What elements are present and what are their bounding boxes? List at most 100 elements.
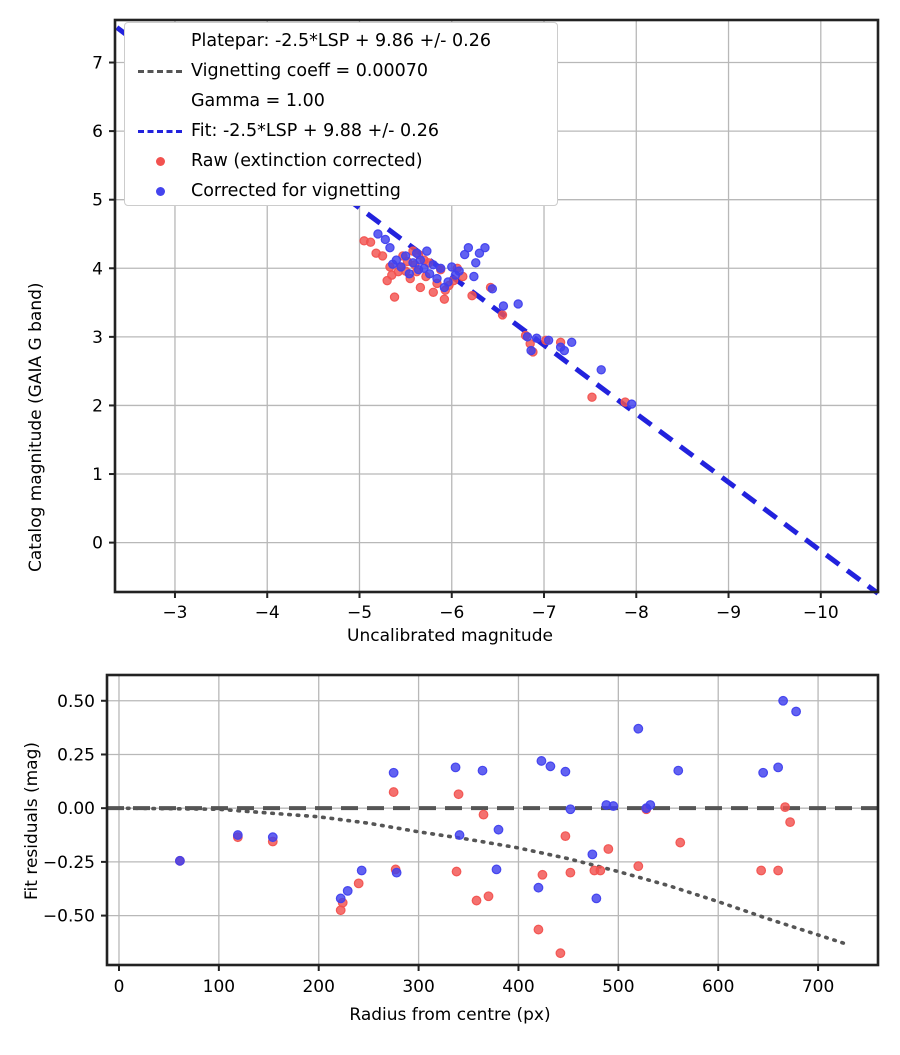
data-point [454,266,464,276]
legend-no-handle [138,100,182,103]
data-point [469,271,479,282]
data-point [555,948,566,959]
legend: Platepar: -2.5*LSP + 9.86 +/- 0.26 Vignet… [124,22,558,206]
data-point [432,273,442,284]
data-point [491,864,502,875]
data-point [633,723,644,734]
x-tick-label: −10 [803,603,839,623]
top-plot-frame [113,18,880,594]
data-point [537,869,548,880]
data-point [773,865,784,876]
data-point [478,809,489,820]
x-tick-label: 300 [402,977,434,997]
residual-series-corrected [175,695,802,904]
y-tick-label: 6 [92,122,103,142]
data-point [415,282,426,293]
bottom-plot-gridlines [107,675,878,965]
red-dot-marker-icon [155,156,165,166]
data-point [400,251,411,261]
y-tick-label: 1 [92,465,103,485]
data-point [356,865,367,876]
data-point [415,255,426,265]
data-point [773,762,784,773]
data-point [791,706,802,717]
data-point [565,867,576,878]
data-point [533,882,544,893]
data-point [443,277,453,287]
scatter-series-corrected [373,229,637,409]
y-tick-label: 5 [92,191,103,211]
data-point [487,284,498,294]
x-tick-label: −6 [439,603,464,623]
data-point [447,262,457,272]
top-plot-y-axis-label: Catalog magnitude (GAIA G band) [26,282,46,572]
data-point [756,865,767,876]
y-tick-label: −0.50 [43,907,95,927]
top-plot-x-axis-label: Uncalibrated magnitude [347,626,553,646]
data-point [587,392,597,402]
data-point [267,832,278,843]
data-point [543,335,554,345]
legend-handle [129,116,191,146]
data-point [626,399,637,409]
y-tick-label: 0.00 [57,799,95,819]
y-tick-label: 2 [92,396,103,416]
legend-entry: Corrected for vignetting [129,176,549,206]
data-point [396,262,406,272]
data-point [232,830,243,840]
data-point [560,766,571,777]
gray-dashed-line-icon [138,69,182,73]
bottom-plot-x-axis-label: Radius from centre (px) [349,1005,551,1025]
legend-label: Gamma = 1.00 [191,91,325,111]
data-point [533,924,544,935]
blue-dot-marker-icon [155,186,165,196]
y-tick-label: 0.50 [57,692,95,712]
data-point [633,861,644,872]
data-point [389,292,400,302]
x-tick-label: 200 [302,977,334,997]
data-point [474,248,485,258]
legend-handle [129,26,191,56]
legend-handle [129,86,191,116]
data-point [587,849,598,860]
data-point [388,767,399,778]
data-point [471,895,482,906]
residuals-plot-canvas: 0 100 200 300 400 500 600 700 0.50 0.25 0.00 −0.25 −… [43,673,880,997]
legend-entry: Gamma = 1.00 [129,86,549,116]
data-point [526,345,536,356]
data-point [591,893,602,904]
legend-no-handle [138,40,182,43]
data-point [353,878,364,889]
x-tick-label: 400 [502,977,534,997]
data-point [175,855,185,866]
y-tick-label: 7 [92,54,103,74]
data-point [439,294,450,304]
data-point [467,291,477,301]
data-point [373,229,383,239]
x-tick-label: 600 [702,977,734,997]
data-point [608,801,619,811]
data-point [785,817,796,828]
residual-series-raw [175,787,796,959]
bottom-plot-frame [105,673,880,967]
data-point [595,865,606,876]
data-point [545,761,556,772]
data-point [391,867,402,878]
y-tick-label: 0.25 [57,745,95,765]
data-point [422,246,432,256]
legend-entry: Fit: -2.5*LSP + 9.88 +/- 0.26 [129,116,549,146]
legend-label: Raw (extinction corrected) [191,151,423,171]
data-point [335,893,346,904]
data-point [531,333,542,343]
data-point [603,844,614,854]
x-tick-label: 700 [802,977,834,997]
data-point [385,243,395,253]
blue-dashed-line-icon [138,129,182,133]
x-tick-label: −4 [255,603,280,623]
data-point [424,269,435,279]
y-tick-label: −0.25 [43,853,95,873]
data-point [419,263,429,273]
data-point [673,765,684,776]
vignetting-curve [117,806,850,947]
data-point [596,365,606,375]
